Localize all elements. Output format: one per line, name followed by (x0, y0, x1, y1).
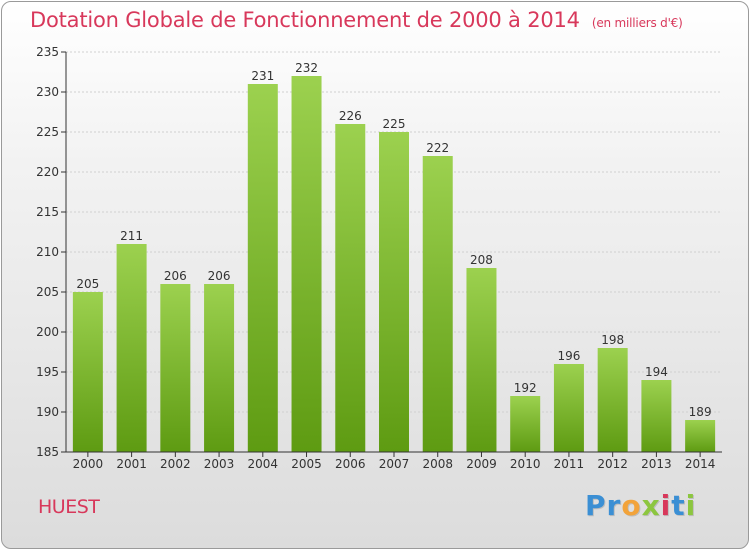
bar-2002 (160, 284, 191, 452)
y-tick-label: 230 (36, 85, 59, 99)
y-tick-label: 185 (36, 445, 59, 459)
x-tick-label-2002: 2002 (160, 457, 191, 471)
brand-letter: P (585, 489, 607, 522)
value-label-2003: 206 (208, 269, 231, 283)
commune-name: HUEST (38, 496, 100, 518)
y-tick-label: 195 (36, 365, 59, 379)
brand-letter: r (606, 489, 622, 522)
bar-2012 (597, 348, 628, 452)
bar-2010 (510, 396, 541, 452)
x-tick-label-2013: 2013 (641, 457, 672, 471)
bar-2008 (422, 156, 453, 452)
value-label-2002: 206 (164, 269, 187, 283)
x-tick-label-2009: 2009 (466, 457, 497, 471)
y-tick-label: 190 (36, 405, 59, 419)
bar-2005 (291, 76, 322, 452)
brand-letter: x (641, 489, 661, 522)
brand-letter: o (621, 489, 642, 522)
chart-title-text: Dotation Globale de Fonctionnement de 20… (30, 8, 580, 32)
y-tick-label: 210 (36, 245, 59, 259)
x-tick-label-2003: 2003 (204, 457, 235, 471)
value-label-2008: 222 (426, 141, 449, 155)
value-label-2005: 232 (295, 61, 318, 75)
value-label-2004: 231 (251, 69, 274, 83)
bar-2011 (553, 364, 584, 452)
value-label-2006: 226 (339, 109, 362, 123)
bar-2001 (116, 244, 147, 452)
bar-2013 (641, 380, 672, 452)
x-tick-label-2014: 2014 (685, 457, 716, 471)
x-tick-label-2008: 2008 (422, 457, 453, 471)
value-label-2007: 225 (383, 117, 406, 131)
value-label-2012: 198 (601, 333, 624, 347)
bar-2009 (466, 268, 497, 452)
chart-subtitle: (en milliers d'€) (591, 16, 683, 30)
value-label-2009: 208 (470, 253, 493, 267)
y-tick-label: 220 (36, 165, 59, 179)
data-labels: 205 211 206 206 231 232 226 225 222 208 192 196 198 1… (76, 61, 711, 419)
value-label-2000: 205 (76, 277, 99, 291)
value-label-2011: 196 (557, 349, 580, 363)
brand-letter: i (660, 489, 672, 522)
value-label-2013: 194 (645, 365, 668, 379)
bar-2000 (72, 292, 103, 452)
chart-title: Dotation Globale de Fonctionnement de 20… (30, 8, 683, 32)
value-label-2014: 189 (689, 405, 712, 419)
x-tick-label-2007: 2007 (379, 457, 410, 471)
axes: 185 190 195 200 205 210 215 220 225 230 235 2000 200… (36, 45, 722, 471)
bar-2006 (335, 124, 366, 452)
y-tick-label: 215 (36, 205, 59, 219)
brand-letter: t (671, 489, 686, 522)
y-tick-label: 235 (36, 45, 59, 59)
bar-2004 (247, 84, 278, 452)
x-tick-label-2001: 2001 (116, 457, 147, 471)
x-tick-label-2012: 2012 (597, 457, 628, 471)
bar-2003 (204, 284, 235, 452)
y-tick-label: 200 (36, 325, 59, 339)
bar-2014 (685, 420, 716, 452)
x-tick-label-2010: 2010 (510, 457, 541, 471)
bars (72, 76, 716, 452)
x-tick-label-2000: 2000 (73, 457, 104, 471)
value-label-2010: 192 (514, 381, 537, 395)
x-tick-label-2011: 2011 (554, 457, 585, 471)
brand-logo: Proxiti (585, 489, 696, 522)
y-tick-label: 205 (36, 285, 59, 299)
brand-letter: i (685, 489, 697, 522)
x-tick-label-2004: 2004 (248, 457, 279, 471)
x-tick-label-2005: 2005 (291, 457, 322, 471)
x-tick-label-2006: 2006 (335, 457, 366, 471)
value-label-2001: 211 (120, 229, 143, 243)
bar-2007 (379, 132, 409, 452)
y-tick-label: 225 (36, 125, 59, 139)
